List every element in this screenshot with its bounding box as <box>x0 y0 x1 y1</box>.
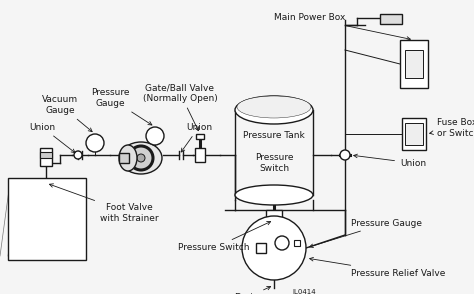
Text: Drain: Drain <box>234 286 271 294</box>
Text: Pressure Gauge: Pressure Gauge <box>310 218 422 248</box>
Bar <box>40 152 52 158</box>
Circle shape <box>275 236 289 250</box>
Ellipse shape <box>235 96 313 124</box>
Circle shape <box>74 151 82 159</box>
Text: Pressure
Gauge: Pressure Gauge <box>91 88 152 125</box>
Bar <box>405 123 423 145</box>
Text: Foot Valve
with Strainer: Foot Valve with Strainer <box>49 184 159 223</box>
Bar <box>380 14 402 24</box>
Bar <box>400 40 428 88</box>
Text: Pressure
Switch: Pressure Switch <box>255 153 293 173</box>
Bar <box>119 153 129 163</box>
Text: Pressure Relief Valve: Pressure Relief Valve <box>310 257 446 278</box>
Circle shape <box>242 216 306 280</box>
Text: Union: Union <box>354 154 426 168</box>
Text: Gate/Ball Valve
(Normally Open): Gate/Ball Valve (Normally Open) <box>143 83 218 131</box>
Bar <box>294 240 300 246</box>
Bar <box>8 178 86 260</box>
Text: Union: Union <box>181 123 212 152</box>
Text: Vacuum
Gauge: Vacuum Gauge <box>42 95 92 132</box>
Bar <box>266 210 282 220</box>
Bar <box>256 243 266 253</box>
Circle shape <box>86 134 104 152</box>
Ellipse shape <box>120 142 162 174</box>
Text: Pressure Switch: Pressure Switch <box>178 221 271 253</box>
Text: IL0414: IL0414 <box>292 289 316 294</box>
Circle shape <box>340 150 350 160</box>
Bar <box>196 134 204 139</box>
Circle shape <box>137 154 145 162</box>
Bar <box>195 148 205 162</box>
Text: Union: Union <box>29 123 75 153</box>
Bar <box>402 118 426 150</box>
Text: Pressure Tank: Pressure Tank <box>243 131 305 139</box>
Circle shape <box>129 146 153 170</box>
Text: Fuse Box
or Switch: Fuse Box or Switch <box>429 118 474 138</box>
Ellipse shape <box>235 185 313 205</box>
Ellipse shape <box>119 145 137 171</box>
Bar <box>405 50 423 78</box>
Circle shape <box>146 127 164 145</box>
Text: Main Power Box: Main Power Box <box>273 14 410 40</box>
Ellipse shape <box>237 96 311 118</box>
Bar <box>40 148 52 166</box>
